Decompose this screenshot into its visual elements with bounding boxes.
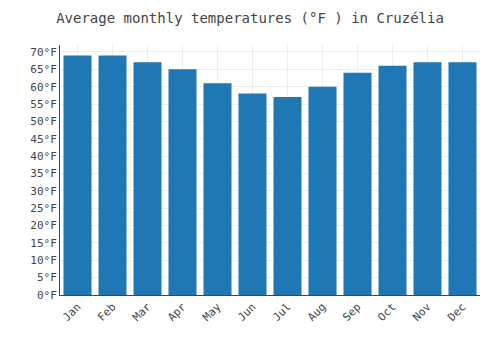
svg-text:20°F: 20°F [30, 219, 57, 232]
svg-text:70°F: 70°F [30, 46, 57, 59]
svg-text:30°F: 30°F [30, 185, 57, 198]
svg-text:Oct: Oct [375, 301, 398, 324]
svg-text:40°F: 40°F [30, 150, 57, 163]
svg-text:Dec: Dec [445, 301, 468, 324]
svg-text:45°F: 45°F [30, 133, 57, 146]
svg-text:35°F: 35°F [30, 167, 57, 180]
svg-text:50°F: 50°F [30, 115, 57, 128]
svg-text:Jan: Jan [60, 301, 83, 324]
svg-text:Average monthly temperatures (: Average monthly temperatures (°F ) in Cr… [56, 10, 444, 26]
svg-text:15°F: 15°F [30, 237, 57, 250]
svg-text:Nov: Nov [410, 300, 434, 324]
svg-text:0°F: 0°F [37, 289, 57, 302]
svg-text:May: May [200, 300, 224, 324]
svg-text:Sep: Sep [340, 301, 363, 324]
svg-text:Jun: Jun [235, 301, 258, 324]
svg-text:55°F: 55°F [30, 98, 57, 111]
svg-text:60°F: 60°F [30, 81, 57, 94]
svg-text:Apr: Apr [165, 300, 189, 324]
svg-text:10°F: 10°F [30, 254, 57, 267]
svg-text:Aug: Aug [305, 301, 328, 324]
svg-text:Feb: Feb [95, 301, 118, 324]
svg-text:Mar: Mar [130, 300, 154, 324]
svg-text:65°F: 65°F [30, 63, 57, 76]
svg-text:Jul: Jul [270, 301, 293, 324]
svg-text:5°F: 5°F [37, 271, 57, 284]
svg-text:25°F: 25°F [30, 202, 57, 215]
